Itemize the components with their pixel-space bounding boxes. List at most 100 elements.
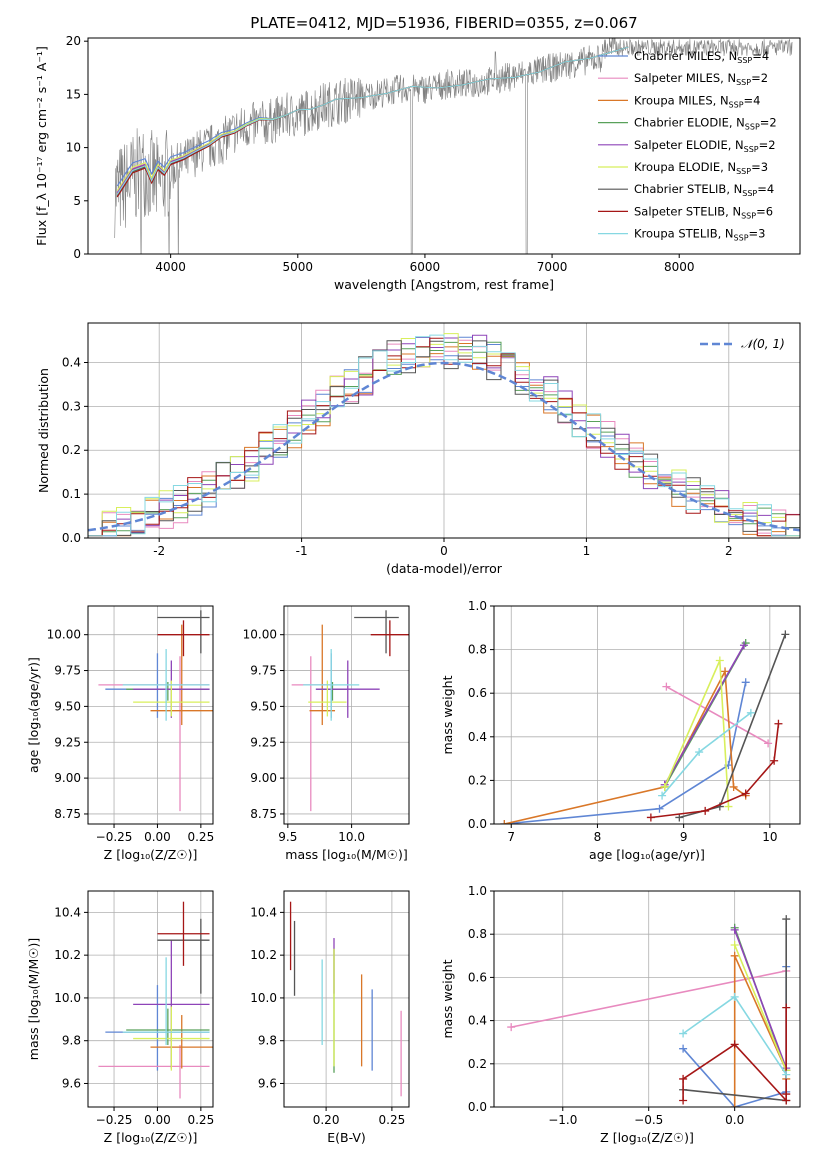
weight-point-marker [646, 813, 655, 822]
y-tick-label: 1.0 [468, 884, 487, 898]
axes-frame [87, 890, 214, 1108]
legend-subscript: SSP [741, 211, 756, 220]
x-tick-label: −0.5 [634, 1113, 663, 1127]
y-tick-label: 10.0 [54, 991, 81, 1005]
y-tick-label: 0.2 [468, 773, 487, 787]
x-tick-label: 0.25 [379, 1113, 406, 1127]
model-spectrum [116, 46, 629, 195]
model-spectrum [116, 46, 629, 193]
y-tick-label: 0.1 [62, 487, 81, 501]
panel-weight-vs-age: 7 8 9 10 0.0 0.2 0.4 0.6 0.8 1.0 age [log₁₀(age/yr… [440, 599, 801, 862]
y-tick-label: 10.2 [250, 948, 277, 962]
x-axis-label: wavelength [Angstrom, rest frame] [334, 277, 554, 292]
weight-series-line [733, 944, 787, 1071]
y-tick-label: 0.8 [468, 927, 487, 941]
x-axis-label: age [log₁₀(age/yr)] [589, 847, 705, 862]
weight-point-marker [730, 1040, 739, 1049]
weight-point-marker [724, 802, 733, 811]
weight-series-line [679, 634, 787, 819]
y-tick-label: 9.25 [54, 735, 81, 749]
plot-area [88, 333, 800, 537]
y-tick-label: 10.00 [243, 628, 277, 642]
legend-subscript: SSP [745, 123, 760, 132]
legend-label: Kroupa STELIB, NSSP=3 [634, 227, 765, 243]
x-axis-label: Z [log₁₀(Z/Z☉)] [600, 1130, 694, 1145]
y-tick-label: 20 [66, 34, 81, 48]
x-axis-label: Z [log₁₀(Z/Z☉)] [104, 1130, 198, 1145]
plot-area [289, 901, 402, 1097]
legend-subscript: SSP [742, 189, 757, 198]
y-tick-label: 0.4 [468, 730, 487, 744]
x-tick-label: −0.25 [96, 1113, 133, 1127]
axes-frame [87, 37, 801, 255]
y-tick-label: 10.4 [250, 905, 277, 919]
y-tick-label: 0.0 [468, 817, 487, 831]
legend-label: Salpeter MILES, NSSP=2 [634, 71, 768, 87]
panel-residuals: -2 -1 0 1 2 0.0 0.1 0.2 0.3 0.4 (data-model)/error… [36, 322, 801, 576]
x-tick-label: 7000 [537, 260, 568, 274]
y-tick-label: 0.3 [62, 399, 81, 413]
y-tick-label: 9.25 [250, 735, 277, 749]
weight-point-marker [746, 708, 755, 717]
x-tick-label: 9.5 [278, 830, 297, 844]
axes-frame [283, 605, 410, 825]
weight-point-marker [782, 915, 791, 924]
weight-point-marker [715, 656, 724, 665]
x-tick-label: 10 [762, 830, 777, 844]
x-axis-label: E(B-V) [327, 1130, 366, 1145]
weight-point-marker [507, 1023, 516, 1032]
y-tick-label: 0.2 [62, 443, 81, 457]
legend-label: Chabrier MILES, NSSP=4 [634, 49, 769, 65]
x-tick-label: 4000 [155, 260, 186, 274]
legend-count: =4 [744, 93, 761, 107]
weight-point-marker [679, 1029, 688, 1038]
plot-area [500, 630, 790, 824]
model-spectrum [116, 46, 629, 198]
panel-age-vs-mass: 9.5 10.0 8.75 9.00 9.25 9.50 9.75 10.00 mass [lo… [243, 605, 410, 862]
model-spectrum [116, 46, 629, 197]
weight-series-line [733, 929, 787, 1069]
panel-age-vs-Z: −0.25 0.00 0.25 8.75 9.00 9.25 9.50 9.75 10.00 Z … [26, 605, 214, 862]
y-tick-label: 10.0 [250, 991, 277, 1005]
weight-point-marker [730, 925, 739, 934]
y-tick-label: 9.50 [54, 699, 81, 713]
y-tick-label: 0.6 [468, 686, 487, 700]
axes-frame [493, 605, 801, 825]
legend-label: Salpeter STELIB, NSSP=6 [634, 204, 773, 220]
weight-point-marker [741, 678, 750, 687]
weight-point-marker [730, 941, 739, 949]
legend-label: Kroupa ELODIE, NSSP=3 [634, 160, 768, 176]
x-tick-label: 0.25 [187, 830, 214, 844]
x-tick-label: −1.0 [548, 1113, 577, 1127]
x-tick-label: −0.25 [96, 830, 133, 844]
weight-point-marker [662, 682, 671, 691]
y-axis-label: Flux [f_λ 10⁻¹⁷ erg cm⁻² s⁻¹ A⁻¹] [34, 46, 49, 246]
weight-series-line [733, 955, 788, 1107]
y-tick-label: 9.00 [250, 771, 277, 785]
legend-count: =4 [757, 182, 774, 196]
weight-series-line [664, 644, 745, 786]
weight-point-marker [782, 1090, 791, 1099]
weight-series-line [666, 686, 769, 744]
model-spectrum [116, 46, 629, 192]
y-tick-label: 9.6 [258, 1076, 277, 1090]
y-tick-label: 1.0 [468, 599, 487, 613]
x-tick-label: 2 [725, 544, 733, 558]
weight-point-marker [730, 951, 739, 960]
legend-count: =6 [756, 204, 773, 218]
legend-label: 𝒩(0, 1) [741, 337, 785, 351]
normal-reference-curve [88, 361, 800, 532]
y-tick-label: 9.50 [250, 699, 277, 713]
x-tick-label: 0 [440, 544, 448, 558]
weight-point-marker [701, 806, 710, 815]
y-tick-label: 15 [66, 87, 81, 101]
x-tick-label: 6000 [410, 260, 441, 274]
panel-mass-vs-ebv: 0.20 0.25 9.6 9.8 10.0 10.2 10.4 E(B-V) [250, 890, 410, 1145]
panel-weight-vs-Z: −1.0 −0.5 0.0 0.0 0.2 0.4 0.6 0.8 1.0 Z [log₁₀(Z/… [440, 884, 801, 1145]
y-axis-label: mass weight [440, 675, 455, 754]
plot-area [114, 38, 793, 254]
observed-spectrum [114, 38, 793, 254]
weight-series-line [504, 682, 747, 824]
y-tick-label: 8.75 [250, 807, 277, 821]
weight-point-marker [660, 782, 669, 791]
